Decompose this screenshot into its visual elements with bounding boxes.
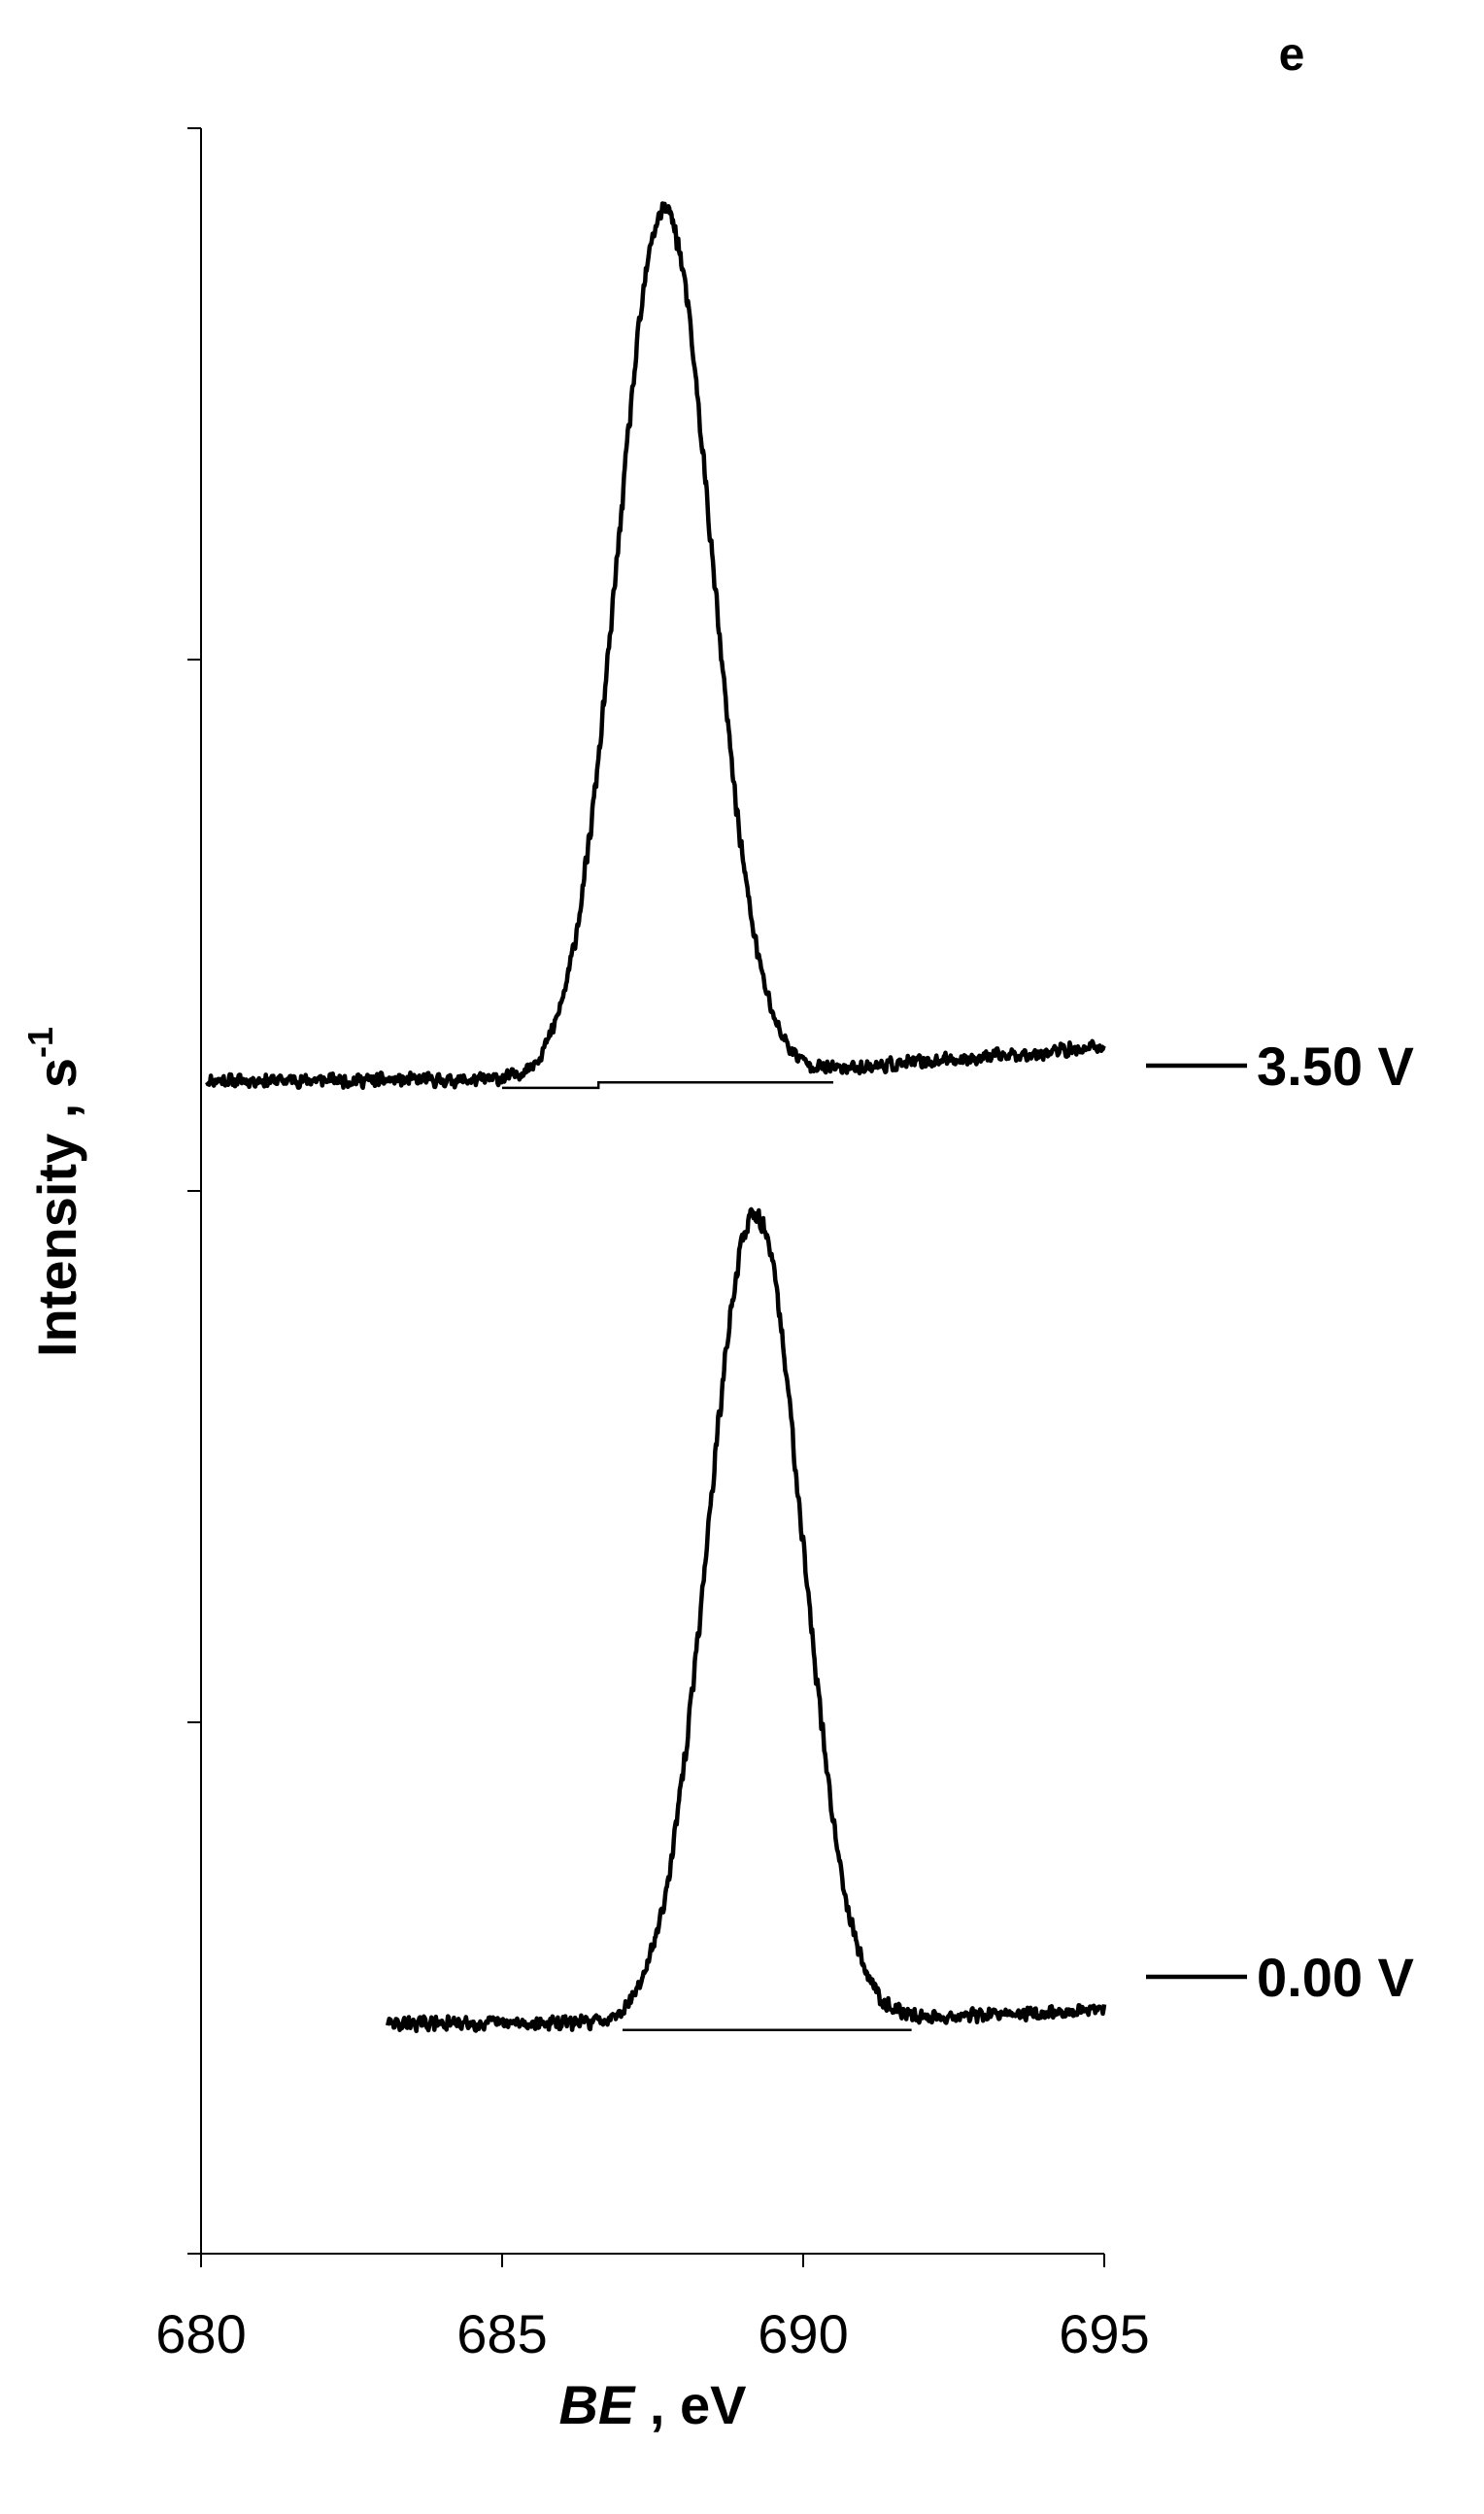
series-labels: 3.50 V 0.00 V [1146,1036,1414,2008]
series-layer [205,201,1107,2034]
x-axis-title: BE , eV [559,2374,747,2435]
x-tick-label: 685 [456,2303,547,2364]
x-tick-label: 695 [1059,2303,1149,2364]
x-axis-title-italic: BE [559,2374,636,2435]
y-ticks [187,127,201,2255]
axes [200,128,1104,2255]
x-axis-title-unit: , eV [634,2374,746,2435]
series-line [205,201,1106,1091]
panel-label: e [1279,29,1305,81]
x-tick-label: 690 [758,2303,848,2364]
series-label: 3.50 V [1257,1036,1414,1097]
background-line [502,1081,833,1090]
x-tick-label: 680 [155,2303,246,2364]
x-ticks: 680 685 690 695 [155,2254,1150,2364]
y-axis-title-text: Intensity , s [26,1058,87,1357]
series-line [386,1206,1107,2034]
series-label: 0.00 V [1257,1947,1414,2008]
y-axis-title: Intensity , s-1 [20,1027,87,1357]
y-axis-title-superscript: -1 [20,1027,60,1058]
